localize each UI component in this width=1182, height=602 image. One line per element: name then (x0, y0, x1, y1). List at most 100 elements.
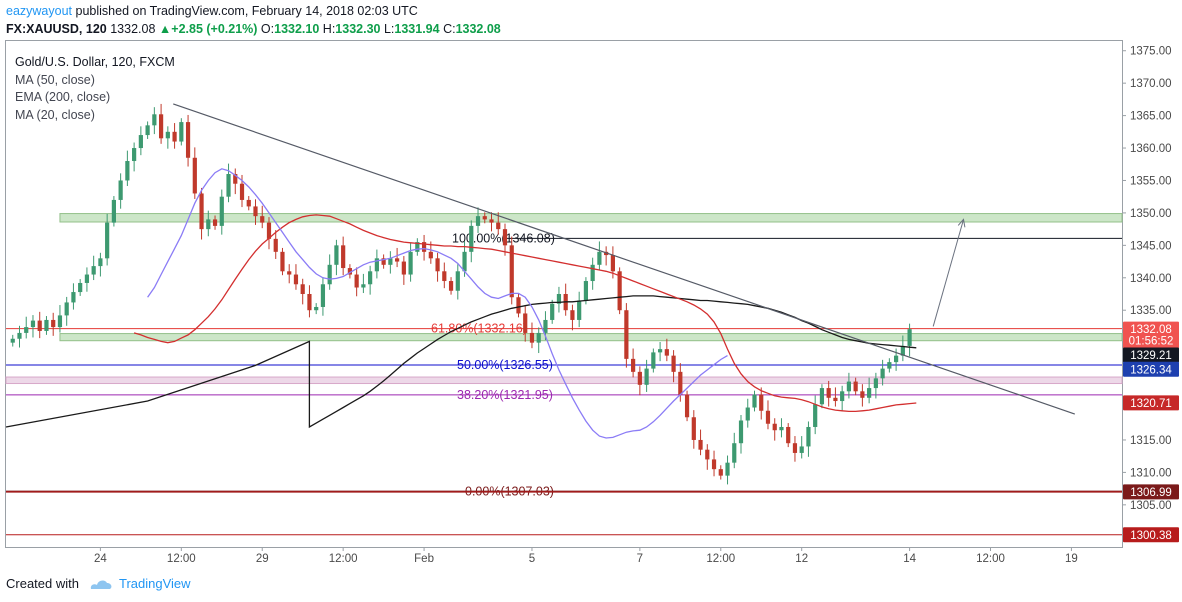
legend-ma50[interactable]: MA (50, close) (15, 72, 95, 87)
y-tick-label: 1365.00 (1130, 111, 1172, 123)
candle-body (610, 255, 615, 272)
legend-ma20[interactable]: MA (20, close) (15, 107, 95, 122)
candle-body (219, 196, 224, 226)
y-tick-label: 1335.00 (1130, 305, 1172, 317)
price-label-text: 1320.71 (1130, 398, 1172, 410)
candle-body (98, 258, 103, 267)
candle-body (550, 303, 555, 320)
x-tick-label: 29 (256, 553, 269, 565)
candle-body (361, 284, 366, 288)
candle-body (428, 251, 433, 259)
projection-arrow (932, 219, 965, 327)
candle-body (631, 358, 636, 372)
author-link[interactable]: eazywayout (6, 4, 73, 18)
candle-body (705, 449, 710, 460)
candle-body (887, 362, 892, 369)
candle-body (502, 229, 508, 246)
candle-body (738, 420, 744, 444)
candle-body (779, 426, 784, 431)
candle-body (51, 319, 56, 328)
y-tick-label: 1315.00 (1130, 435, 1172, 447)
chart-legend: Gold/U.S. Dollar, 120, FXCM MA (50, clos… (15, 54, 175, 124)
candle-body (637, 371, 642, 385)
candle-body (199, 193, 204, 230)
candle-body (657, 349, 663, 353)
candle-body (691, 417, 696, 440)
candle-body (368, 271, 373, 285)
candle-body (745, 407, 750, 421)
price-label-box (1123, 395, 1179, 411)
candle-body (792, 443, 798, 453)
chart-pane[interactable] (5, 40, 1123, 548)
candle-body (543, 319, 548, 333)
x-tick-label: 12:00 (167, 553, 196, 565)
price-label-text: 01:56:52 (1129, 336, 1174, 348)
high-label: H: (322, 22, 336, 36)
candle-body (664, 349, 669, 356)
candle-body (536, 332, 541, 343)
candle-body (732, 443, 737, 463)
candle-body (401, 261, 406, 275)
candle-body (455, 271, 460, 291)
candle-body (327, 264, 332, 285)
candle-body (37, 320, 42, 331)
price-label-box (1123, 361, 1179, 377)
candle-body (833, 397, 838, 402)
candle-body (523, 313, 528, 333)
chart-header: eazywayout published on TradingView.com,… (0, 0, 1182, 40)
candle-body (469, 225, 474, 252)
candle-body (462, 251, 467, 272)
candle-body (381, 258, 386, 265)
candle-body (206, 219, 211, 230)
candle-body (644, 368, 649, 385)
price-label-text: 1329.21 (1130, 350, 1172, 362)
candle-body (334, 245, 339, 265)
candle-body (347, 268, 353, 275)
y-tick-label: 1350.00 (1130, 208, 1172, 220)
high-value: 1332.30 (335, 22, 381, 36)
x-tick-label: 24 (94, 553, 107, 565)
candle-body (132, 148, 137, 162)
open-value: 1332.10 (274, 22, 320, 36)
candle-body (671, 355, 676, 372)
price-label-text: 1332.08 (1130, 324, 1172, 336)
candle-body (846, 381, 852, 392)
candle-body (570, 310, 575, 320)
candle-body (273, 238, 278, 252)
zone-green-1 (59, 333, 1123, 342)
candle-body (684, 394, 690, 418)
candle-body (287, 271, 292, 275)
publish-line: eazywayout published on TradingView.com,… (6, 4, 418, 18)
fib-label-1: 61.80%(1332.16) (431, 322, 527, 336)
tradingview-link[interactable]: TradingView (119, 576, 191, 591)
price-label-text: 1300.38 (1130, 530, 1172, 542)
candle-body (711, 459, 717, 470)
open-label: O: (260, 22, 275, 36)
candle-body (509, 245, 514, 298)
candle-body (388, 258, 393, 265)
candle-body (260, 216, 265, 223)
candle-body (496, 222, 501, 230)
candle-body (900, 345, 905, 356)
legend-ema200[interactable]: EMA (200, close) (15, 90, 111, 104)
candle-body (415, 242, 420, 252)
fib-label-2: 50.00%(1326.55) (457, 358, 553, 372)
candle-body (448, 281, 454, 291)
candle-body (826, 388, 831, 398)
x-tick-label: 12 (795, 553, 808, 565)
candle-body (320, 284, 326, 307)
candle-body (71, 292, 76, 303)
candle-body (475, 216, 481, 226)
last-price: 1332.08 (110, 22, 156, 36)
candle-body (24, 327, 29, 333)
footer: Created with TradingView (6, 576, 191, 591)
y-tick-label: 1355.00 (1130, 175, 1172, 187)
arrow-head-icon (957, 218, 966, 228)
candle-body (624, 310, 629, 359)
candle-body (293, 274, 299, 285)
candle-body (185, 122, 191, 158)
candle-body (894, 355, 899, 363)
candle-body (307, 294, 312, 311)
candle-body (489, 219, 494, 223)
